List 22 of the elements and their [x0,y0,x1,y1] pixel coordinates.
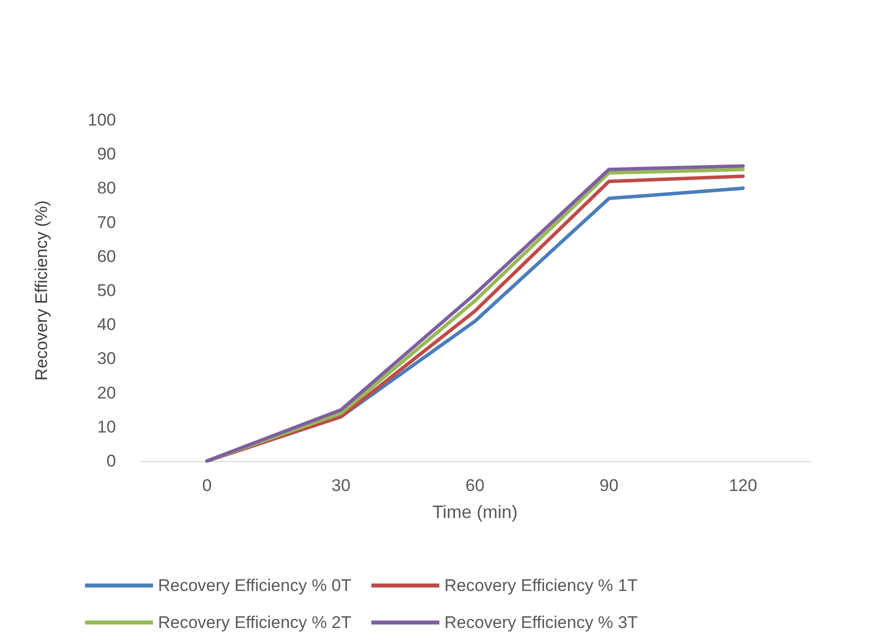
y-tick-label: 100 [88,110,116,130]
y-tick-label: 50 [97,281,116,300]
legend-label: Recovery Efficiency % 1T [444,576,638,595]
y-tick-label: 20 [97,383,116,402]
x-axis-title: Time (min) [432,502,518,522]
y-axis-title: Recovery Efficiency (%) [32,200,51,381]
y-tick-label: 30 [97,349,116,368]
y-tick-label: 90 [97,144,116,164]
y-tick-label: 40 [97,315,116,334]
legend-label: Recovery Efficiency % 2T [158,613,352,632]
legend-label: Recovery Efficiency % 0T [158,576,352,595]
x-tick-label: 90 [600,476,618,495]
x-tick-label: 30 [332,476,350,495]
y-tick-label: 0 [106,452,116,470]
x-tick-label: 0 [202,476,212,495]
y-tick-label: 60 [97,246,116,266]
x-tick-label: 120 [728,476,758,495]
y-tick-label: 80 [97,178,116,198]
legend-label: Recovery Efficiency % 3T [444,613,638,632]
x-tick-label: 60 [466,476,484,495]
y-tick-label: 70 [97,212,116,232]
y-tick-label: 10 [97,417,116,436]
